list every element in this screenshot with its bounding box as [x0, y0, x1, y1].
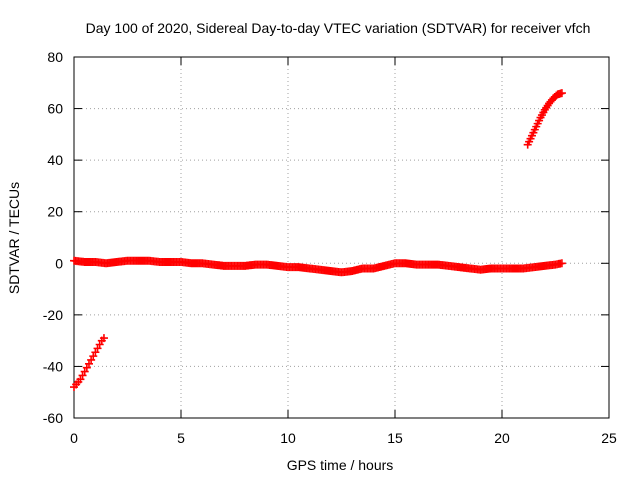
data-point — [557, 259, 566, 268]
chart-title: Day 100 of 2020, Sidereal Day-to-day VTE… — [86, 20, 591, 36]
y-tick-label: 0 — [55, 255, 63, 271]
y-tick-label: -60 — [43, 410, 63, 426]
x-tick-label: 0 — [70, 430, 78, 446]
y-tick-label: 40 — [47, 152, 63, 168]
data-points — [70, 89, 566, 392]
plot-frame — [73, 56, 610, 419]
y-axis-label: SDTVAR / TECUs — [6, 182, 22, 294]
x-tick-label: 20 — [494, 430, 510, 446]
x-tick-label: 5 — [177, 430, 185, 446]
data-point — [99, 334, 108, 343]
grid-lines — [74, 57, 609, 418]
data-point — [557, 89, 566, 98]
x-tick-label: 25 — [601, 430, 617, 446]
x-tick-label: 15 — [387, 430, 403, 446]
y-tick-label: 20 — [47, 204, 63, 220]
x-tick-label: 10 — [280, 430, 296, 446]
y-tick-label: -40 — [43, 358, 63, 374]
series-rising-start — [70, 334, 108, 392]
y-tick-label: -20 — [43, 307, 63, 323]
x-axis-label: GPS time / hours — [287, 457, 394, 473]
axis-ticks: 0 5 10 15 20 25 -60 -40 -20 0 20 40 60 80 — [43, 49, 617, 446]
y-tick-label: 60 — [47, 101, 63, 117]
series-near-zero — [70, 256, 566, 277]
series-rising-end — [523, 89, 566, 149]
y-tick-label: 80 — [47, 49, 63, 65]
